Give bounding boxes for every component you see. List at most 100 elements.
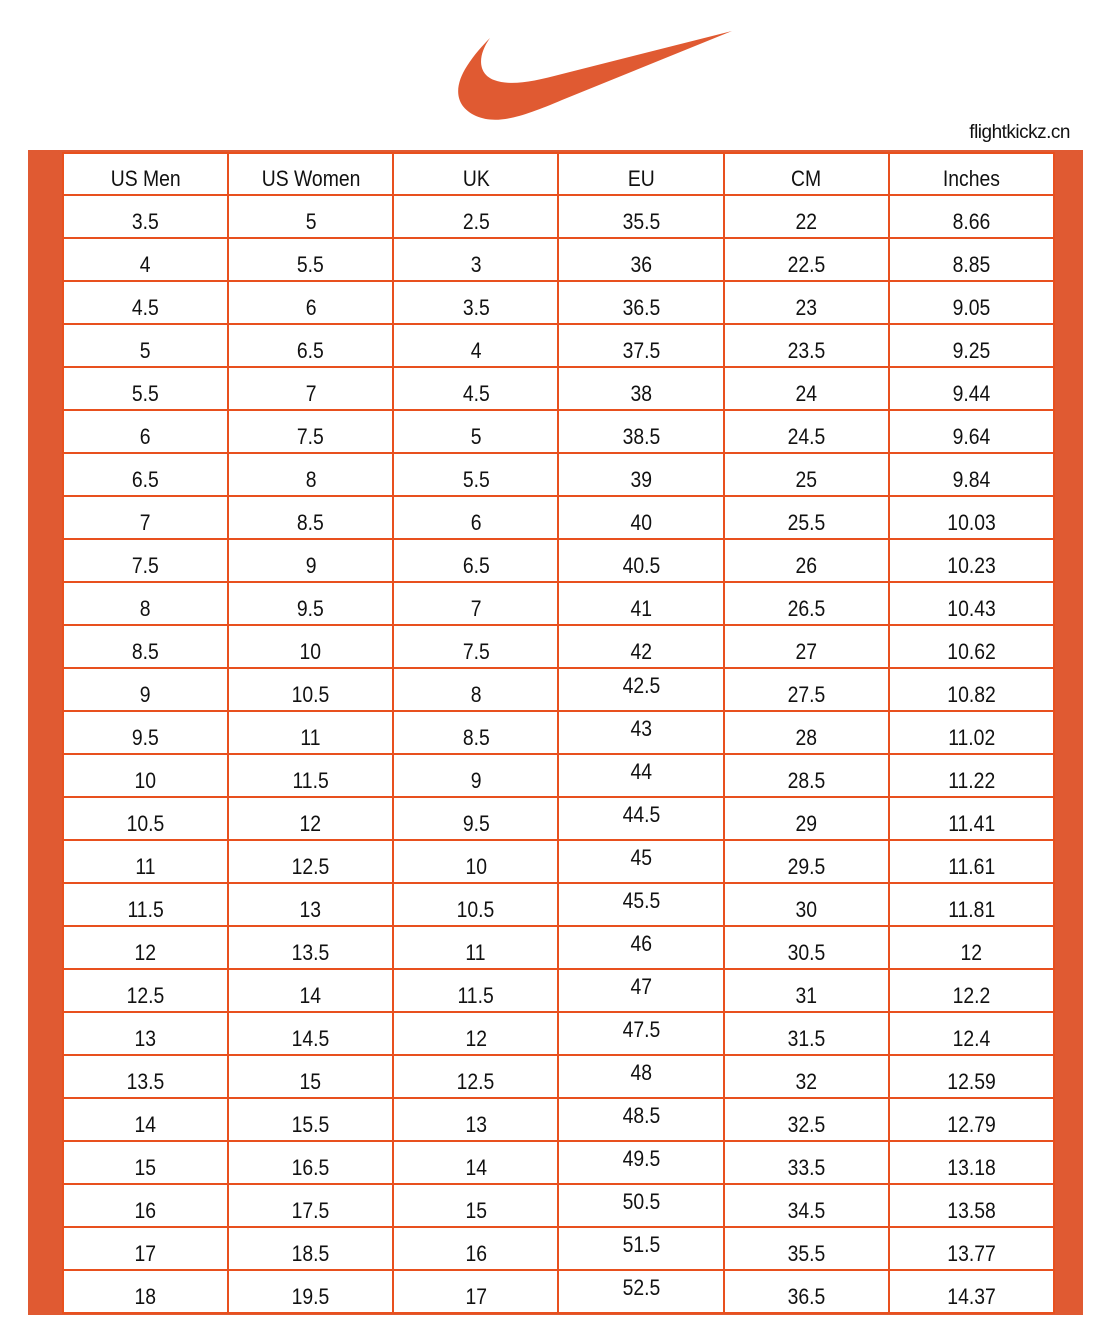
table-row: 13 14.5 12 47.5 31.5 12.4 — [61, 1011, 1056, 1056]
table-cell: 13.5 — [61, 1054, 230, 1099]
table-cell: 8 — [227, 452, 395, 497]
table-cell: 12.5 — [227, 839, 395, 884]
cell-value: 30.5 — [787, 940, 826, 965]
cell-value: 36.5 — [787, 1284, 826, 1309]
cell-value: 50.5 — [622, 1189, 660, 1214]
cell-value: 9.25 — [952, 338, 991, 363]
cell-value: 11 — [300, 725, 321, 750]
table-cell: 40.5 — [557, 538, 725, 583]
table-cell: 11.81 — [887, 882, 1056, 927]
table-row: 4.5 6 3.5 36.5 23 9.05 — [61, 280, 1056, 325]
table-cell: 44 — [557, 753, 725, 798]
table-cell: 10.43 — [887, 581, 1056, 626]
cell-value: 32 — [795, 1069, 817, 1094]
table-cell: 10.23 — [887, 538, 1056, 583]
column-header-label: US Men — [110, 166, 181, 191]
cell-value: 11.5 — [127, 897, 164, 922]
cell-value: 4 — [140, 252, 151, 277]
cell-value: 7 — [305, 381, 317, 406]
table-row: 4 5.5 3 36 22.5 8.85 — [61, 237, 1056, 282]
table-cell: 15 — [61, 1140, 230, 1185]
column-header-label: CM — [791, 166, 822, 191]
table-cell: 13.77 — [887, 1226, 1056, 1271]
cell-value: 19.5 — [291, 1284, 330, 1309]
table-cell: 24 — [722, 366, 890, 411]
table-cell: 14.5 — [227, 1011, 395, 1056]
table-row: 8.5 10 7.5 42 27 10.62 — [61, 624, 1056, 669]
cell-value: 16 — [465, 1241, 487, 1266]
cell-value: 6 — [305, 295, 317, 320]
cell-value: 5.5 — [132, 381, 160, 406]
cell-value: 3 — [470, 252, 482, 277]
cell-value: 7.5 — [132, 553, 160, 578]
cell-value: 14.37 — [947, 1284, 996, 1309]
table-row: 7 8.5 6 40 25.5 10.03 — [61, 495, 1056, 540]
cell-value: 6.5 — [132, 467, 160, 492]
cell-value: 31.5 — [787, 1026, 826, 1051]
table-row: 18 19.5 17 52.5 36.5 14.37 — [61, 1269, 1056, 1314]
table-row: 8 9.5 7 41 26.5 10.43 — [61, 581, 1056, 626]
swoosh-icon — [458, 31, 732, 120]
column-header: CM — [722, 152, 890, 196]
cell-value: 14 — [465, 1155, 487, 1180]
table-cell: 19.5 — [227, 1269, 395, 1314]
table-cell: 6 — [61, 409, 230, 454]
table-cell: 8.85 — [887, 237, 1056, 282]
cell-value: 27 — [795, 639, 817, 664]
cell-value: 11.41 — [947, 811, 995, 836]
cell-value: 10.82 — [947, 682, 996, 707]
table-cell: 12 — [61, 925, 230, 970]
table-cell: 10.62 — [887, 624, 1056, 669]
table-cell: 11.22 — [887, 753, 1056, 798]
table-cell: 12 — [887, 925, 1056, 970]
table-cell: 50.5 — [557, 1183, 725, 1228]
cell-value: 18.5 — [291, 1241, 330, 1266]
table-cell: 29 — [722, 796, 890, 841]
cell-value: 17.5 — [291, 1198, 330, 1223]
table-cell: 16 — [392, 1226, 560, 1271]
cell-value: 24.5 — [787, 424, 826, 449]
table-cell: 12 — [392, 1011, 560, 1056]
cell-value: 9.84 — [952, 467, 991, 492]
table-cell: 31.5 — [722, 1011, 890, 1056]
cell-value: 9 — [140, 682, 151, 707]
table-cell: 11 — [61, 839, 230, 884]
table-row: 11 12.5 10 45 29.5 11.61 — [61, 839, 1056, 884]
table-row: 6 7.5 5 38.5 24.5 9.64 — [61, 409, 1056, 454]
table-cell: 13 — [392, 1097, 560, 1142]
table-cell: 8.5 — [392, 710, 560, 755]
table-cell: 4.5 — [392, 366, 560, 411]
cell-value: 8.66 — [952, 209, 991, 234]
cell-value: 8.5 — [462, 725, 490, 750]
table-cell: 5.5 — [227, 237, 395, 282]
table-cell: 13 — [227, 882, 395, 927]
table-cell: 10 — [61, 753, 230, 798]
cell-value: 9 — [470, 768, 482, 793]
cell-value: 13.77 — [947, 1241, 996, 1266]
cell-value: 43 — [630, 716, 652, 741]
table-cell: 10.5 — [227, 667, 395, 712]
table-cell: 10.82 — [887, 667, 1056, 712]
cell-value: 24 — [795, 381, 817, 406]
cell-value: 23 — [795, 295, 817, 320]
cell-value: 27.5 — [787, 682, 826, 707]
table-cell: 3.5 — [61, 194, 230, 239]
cell-value: 49.5 — [622, 1146, 660, 1171]
table-row: 9.5 11 8.5 43 28 11.02 — [61, 710, 1056, 755]
cell-value: 11.5 — [292, 768, 329, 793]
cell-value: 23.5 — [787, 338, 826, 363]
table-cell: 6.5 — [61, 452, 230, 497]
cell-value: 18 — [134, 1284, 157, 1309]
cell-value: 12 — [134, 940, 157, 965]
cell-value: 48 — [630, 1060, 652, 1085]
table-cell: 36.5 — [557, 280, 725, 325]
table-cell: 40 — [557, 495, 725, 540]
table-cell: 48 — [557, 1054, 725, 1099]
table-cell: 46 — [557, 925, 725, 970]
cell-value: 3.5 — [462, 295, 490, 320]
cell-value: 2.5 — [462, 209, 490, 234]
table-cell: 9.05 — [887, 280, 1056, 325]
cell-value: 29.5 — [787, 854, 826, 879]
watermark-text: flightkickz.cn — [969, 122, 1070, 143]
table-cell: 9.64 — [887, 409, 1056, 454]
